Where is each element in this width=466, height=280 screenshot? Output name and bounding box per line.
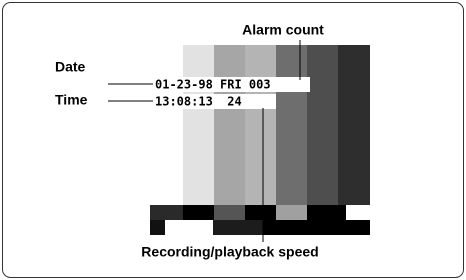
osd-date-line: 01-23-98 FRI 003 xyxy=(155,78,271,92)
osd-time-line: 13:08:13 24 xyxy=(155,95,242,109)
label-time: Time xyxy=(55,92,88,108)
diagram: 01-23-98 FRI 003 13:08:13 24 Alarm count… xyxy=(0,0,466,280)
label-speed: Recording/playback speed xyxy=(141,244,318,260)
label-alarm-count: Alarm count xyxy=(242,22,324,38)
label-date: Date xyxy=(55,59,86,75)
test-pattern xyxy=(150,45,370,235)
